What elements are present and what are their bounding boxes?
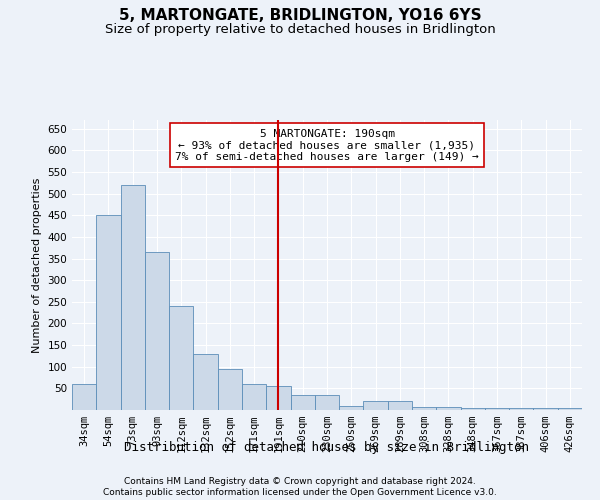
Text: Size of property relative to detached houses in Bridlington: Size of property relative to detached ho… [104,22,496,36]
Text: Contains HM Land Registry data © Crown copyright and database right 2024.: Contains HM Land Registry data © Crown c… [124,476,476,486]
Bar [461,408,485,410]
Bar [436,406,461,410]
Bar [412,406,436,410]
Bar [558,408,582,410]
Bar [121,185,145,410]
Y-axis label: Number of detached properties: Number of detached properties [32,178,42,352]
Bar [485,408,509,410]
Text: Distribution of detached houses by size in Bridlington: Distribution of detached houses by size … [125,441,530,454]
Bar [339,406,364,410]
Bar [96,215,121,410]
Bar [72,384,96,410]
Bar [290,395,315,410]
Bar [388,402,412,410]
Bar [364,402,388,410]
Bar [315,395,339,410]
Bar [266,386,290,410]
Text: 5 MARTONGATE: 190sqm
← 93% of detached houses are smaller (1,935)
7% of semi-det: 5 MARTONGATE: 190sqm ← 93% of detached h… [175,128,479,162]
Bar [218,369,242,410]
Text: Contains public sector information licensed under the Open Government Licence v3: Contains public sector information licen… [103,488,497,497]
Text: 5, MARTONGATE, BRIDLINGTON, YO16 6YS: 5, MARTONGATE, BRIDLINGTON, YO16 6YS [119,8,481,22]
Bar [145,252,169,410]
Bar [533,408,558,410]
Bar [169,306,193,410]
Bar [509,408,533,410]
Bar [242,384,266,410]
Bar [193,354,218,410]
